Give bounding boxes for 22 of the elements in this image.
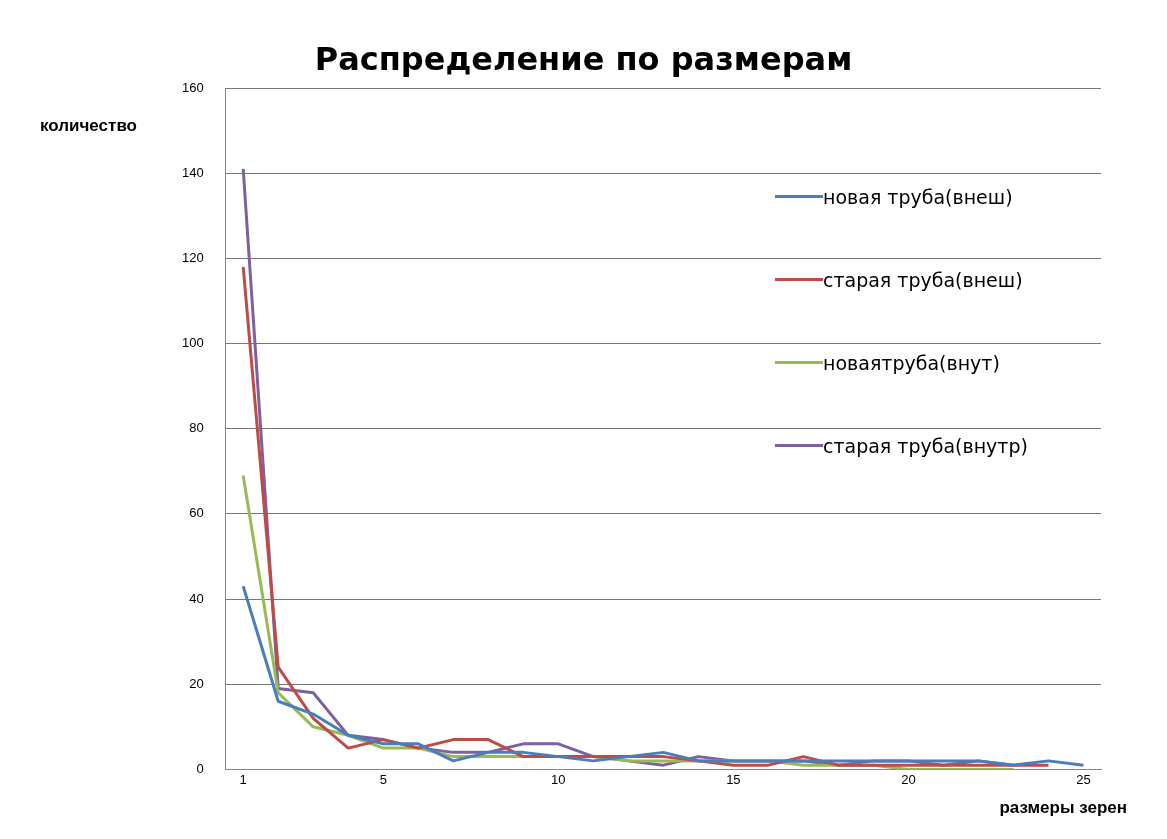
y-tick-label: 40 <box>189 590 204 606</box>
legend-label: новаятруба(внут) <box>823 351 1000 374</box>
legend-label: новая труба(внеш) <box>823 185 1013 208</box>
y-tick-label: 20 <box>189 675 204 691</box>
y-tick-label: 160 <box>181 79 204 95</box>
y-tick-label: 60 <box>189 505 204 521</box>
legend-label: старая труба(внутр) <box>823 434 1028 457</box>
x-tick-label: 15 <box>726 771 741 787</box>
x-tick-label: 1 <box>239 771 247 787</box>
x-axis-title: размеры зерен <box>999 798 1127 818</box>
legend-label: старая труба(внеш) <box>823 268 1023 291</box>
chart-title: Распределение по размерам <box>313 40 854 78</box>
y-tick-label: 140 <box>181 164 204 180</box>
x-tick-label: 5 <box>379 771 387 787</box>
x-tick-label: 20 <box>901 771 916 787</box>
y-tick-label: 120 <box>181 249 204 265</box>
x-tick-label: 25 <box>1076 771 1091 787</box>
y-tick-label: 0 <box>196 760 204 776</box>
y-tick-label: 100 <box>181 335 204 351</box>
y-tick-label: 80 <box>189 420 204 436</box>
x-tick-label: 10 <box>551 771 566 787</box>
y-axis-title: количество <box>40 116 137 136</box>
